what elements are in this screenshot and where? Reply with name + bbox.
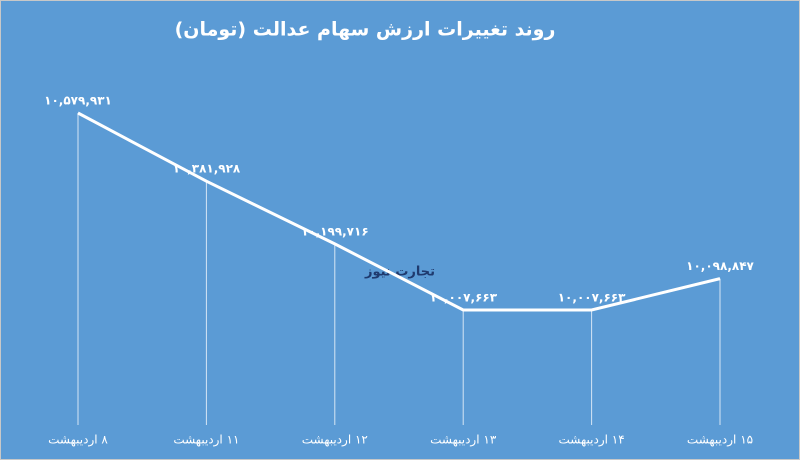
x-tick-label: ۱۱ اردیبهشت <box>173 433 239 448</box>
line <box>77 111 721 312</box>
x-tick-label: ۱۳ اردیبهشت <box>430 433 497 448</box>
x-tick-label: ۸ اردیبهشت <box>48 433 108 448</box>
x-tick-label: ۱۲ اردیبهشت <box>302 433 368 448</box>
x-tick-label: ۱۵ اردیبهشت <box>687 433 753 448</box>
chart-title: روند تغییرات ارزش سهام عدالت (تومان) <box>175 19 556 41</box>
value-label: ۱۰,۵۷۹,۹۳۱ <box>44 94 112 108</box>
value-label: ۱۰,۱۹۹,۷۱۶ <box>301 224 369 238</box>
value-label: ۱۰,۰۹۸,۸۴۷ <box>686 259 754 273</box>
value-label: ۱۰,۰۰۷,۶۶۳ <box>558 291 626 305</box>
x-tick-label: ۱۴ اردیبهشت <box>559 433 625 448</box>
value-label: ۱۰,۳۸۱,۹۲۸ <box>173 162 241 176</box>
value-label: ۱۰,۰۰۷,۶۶۳ <box>429 291 497 305</box>
